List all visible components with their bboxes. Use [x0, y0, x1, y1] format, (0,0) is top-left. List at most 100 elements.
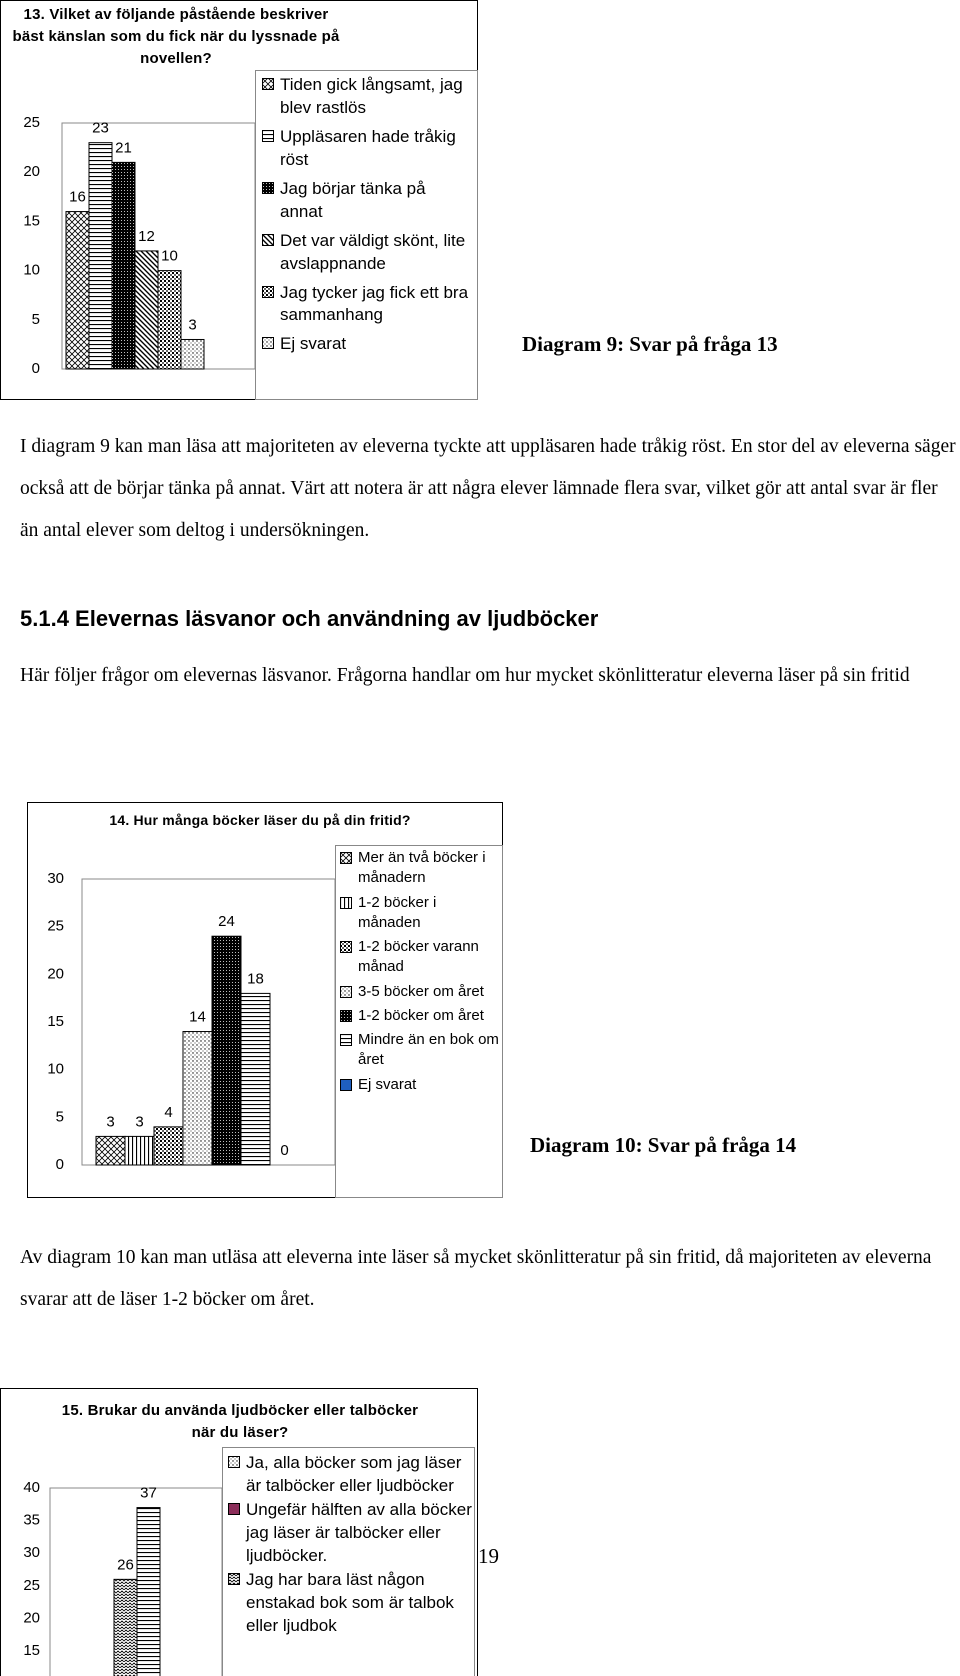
legend-pattern [341, 1079, 351, 1090]
legend-pattern [263, 234, 273, 245]
y-tick-label: 20 [47, 965, 64, 982]
bar-pattern [183, 1031, 212, 1165]
y-tick-label: 30 [47, 870, 64, 887]
chart-title: 13. Vilket av följande påstående beskriv… [12, 6, 340, 67]
legend-label: 1-2 böcker varann månad [358, 938, 479, 976]
legend-pattern [229, 1503, 239, 1514]
y-tick-label: 5 [56, 1108, 64, 1125]
legend-pattern [263, 338, 273, 349]
legend-pattern [341, 897, 351, 908]
legend-entry: Det var väldigt skönt, lite avslappnande [262, 230, 472, 276]
figure-caption: Diagram 10: Svar på fråga 14 [530, 1133, 797, 1157]
legend-marker [340, 1009, 352, 1022]
legend-marker [340, 896, 352, 909]
data-label: 14 [189, 1009, 206, 1026]
page-number: 19 [478, 1544, 499, 1568]
legend-pattern [263, 286, 273, 297]
legend-label: Uppläsaren hade tråkig röst [280, 126, 456, 169]
legend-label: Jag tycker jag fick ett bra sammanhang [280, 282, 469, 325]
legend-label: 1-2 böcker i månaden [358, 893, 437, 931]
data-label: 24 [218, 913, 235, 930]
y-tick-label: 20 [23, 163, 40, 180]
legend-entry: 1-2 böcker om året [340, 1006, 500, 1026]
legend-entry: Mindre än en bok om året [340, 1030, 500, 1071]
legend-frame [255, 70, 478, 400]
y-tick-label: 10 [23, 262, 40, 279]
legend-label: Tiden gick långsamt, jag blev rastlös [280, 75, 463, 117]
legend-entry: Ej svarat [262, 333, 472, 356]
legend-pattern [229, 1573, 239, 1584]
data-label: 10 [161, 248, 178, 265]
legend-label: Jag börjar tänka på annat [280, 178, 426, 221]
legend-label: Mindre än en bok om året [358, 1031, 499, 1069]
bar-pattern [125, 1136, 154, 1165]
legend-pattern [263, 130, 273, 141]
data-label: 12 [138, 228, 155, 245]
y-tick-label: 30 [23, 1544, 40, 1561]
legend-label: Ja, alla böcker som jag läser är talböck… [246, 1453, 462, 1495]
bar-pattern [112, 162, 135, 369]
y-tick-label: 0 [56, 1156, 64, 1173]
section-heading: 5.1.4 Elevernas läsvanor och användning … [20, 606, 599, 631]
legend-entry: Ungefär hälften av alla böcker jag läser… [228, 1499, 473, 1568]
paragraph: Av diagram 10 kan man utläsa att elevern… [20, 1247, 932, 1310]
legend-marker [340, 941, 352, 953]
legend-label: Jag har bara läst någon enstakad bok som… [246, 1569, 454, 1635]
legend-marker [340, 1034, 352, 1046]
y-tick-label: 15 [23, 212, 40, 229]
bar-pattern [96, 1136, 125, 1165]
bar-pattern [158, 270, 181, 369]
y-tick-label: 35 [23, 1512, 40, 1529]
legend-marker [340, 852, 352, 864]
data-label: 21 [115, 139, 132, 156]
legend: Mer än två böcker i månadern 1-2 böcker i… [340, 848, 500, 1095]
y-tick-label: 25 [23, 114, 40, 131]
legend-label: Mer än två böcker i månadern [358, 849, 486, 887]
chart: 0 5 10 15 20 25 16 23 21 12 10 3 [0, 0, 478, 400]
legend-label: Ej svarat [358, 1075, 417, 1093]
data-label: 0 [280, 1142, 288, 1159]
y-tick-label: 25 [23, 1577, 40, 1594]
data-label: 26 [117, 1556, 134, 1573]
legend-pattern [341, 1035, 351, 1045]
legend-entry: 3-5 böcker om året [340, 982, 500, 1002]
legend-entry: Ej svarat [340, 1075, 500, 1095]
legend-marker [228, 1572, 240, 1585]
legend-marker [262, 337, 274, 350]
bar-pattern [135, 250, 158, 369]
chart-title: 14. Hur många böcker läser du på din fri… [109, 812, 411, 828]
chart: 0 5 10 15 20 25 30 3 3 4 14 24 18 0 [27, 802, 503, 1198]
data-label: 3 [106, 1113, 114, 1130]
data-label: 37 [140, 1485, 157, 1502]
legend-label: Det var väldigt skönt, lite avslappnande [280, 230, 466, 273]
legend-pattern [341, 1010, 351, 1021]
y-tick-label: 15 [47, 1013, 64, 1030]
bar-pattern [181, 339, 204, 369]
legend-marker [340, 1078, 352, 1091]
paragraph: I diagram 9 kan man läsa att majoriteten… [20, 436, 956, 541]
data-label: 23 [92, 120, 109, 137]
legend-marker [228, 1502, 240, 1515]
legend-frame [335, 845, 503, 1198]
y-tick-label: 25 [47, 918, 64, 935]
legend-marker [262, 285, 274, 298]
legend-entry: Ja, alla böcker som jag läser är talböck… [228, 1452, 473, 1498]
chart-title: 15. Brukar du använda ljudböcker eller t… [61, 1402, 419, 1441]
legend-marker [262, 233, 274, 246]
legend-pattern [341, 986, 351, 997]
legend: Tiden gick långsamt, jag blev rastlös Upp… [262, 74, 472, 356]
legend-entry: 1-2 böcker i månaden [340, 893, 500, 934]
y-tick-label: 5 [32, 311, 40, 328]
data-label: 3 [188, 316, 196, 333]
chart-frame [0, 1388, 478, 1676]
legend-label: Ej svarat [280, 334, 347, 354]
legend-label: 3-5 böcker om året [358, 982, 484, 1000]
data-label: 4 [164, 1104, 172, 1121]
bar-pattern [114, 1579, 137, 1676]
legend-marker [228, 1456, 240, 1468]
bar-pattern [66, 211, 89, 369]
legend-marker [262, 129, 274, 142]
legend-pattern [341, 942, 351, 952]
